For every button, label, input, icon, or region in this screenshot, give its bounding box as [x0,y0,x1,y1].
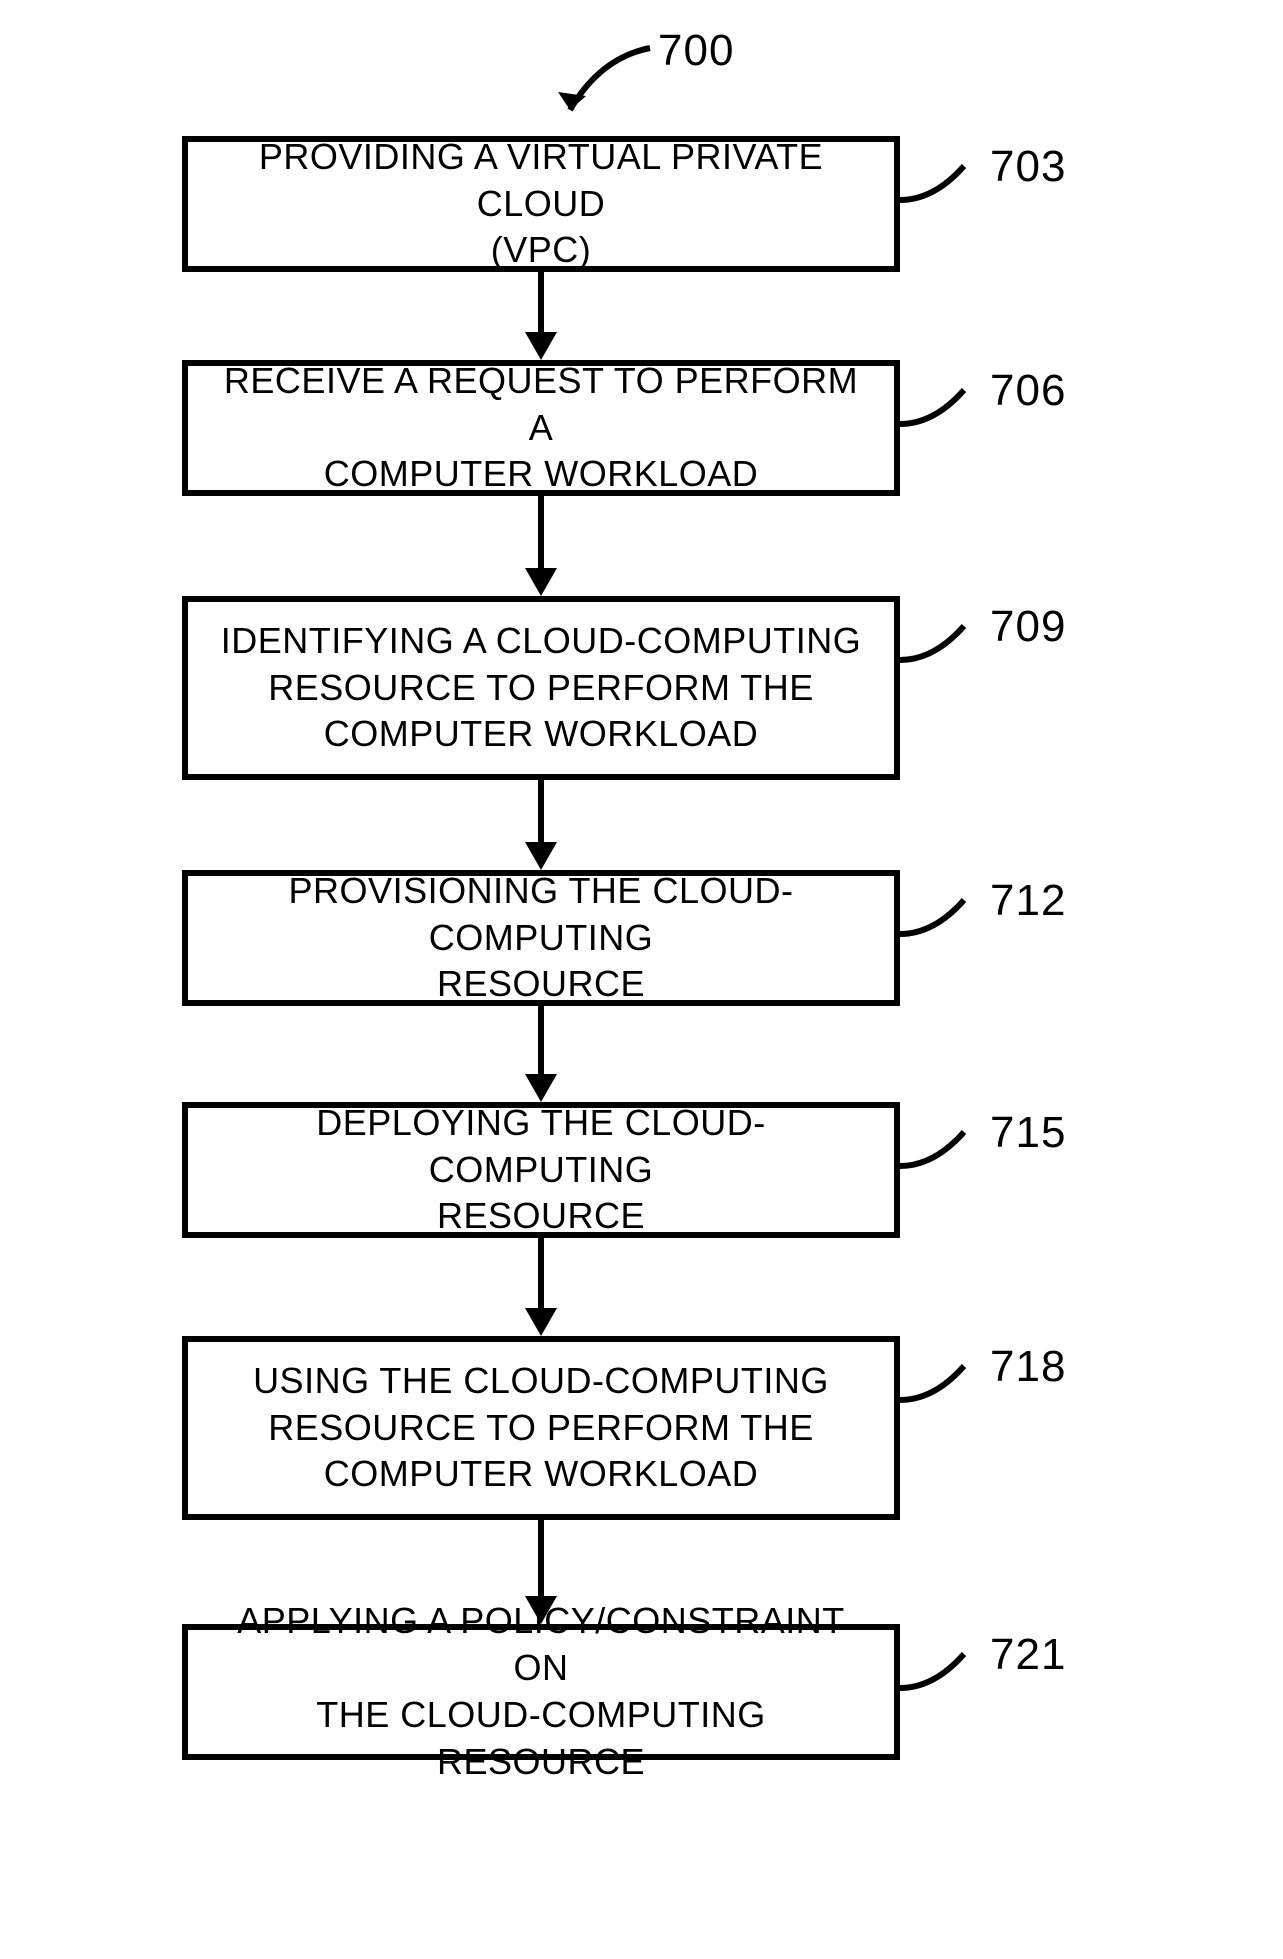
flow-step-label: 721 [990,1630,1066,1680]
flow-step-text: DEPLOYING THE CLOUD-COMPUTINGRESOURCE [212,1100,870,1240]
flow-step-label: 709 [990,602,1066,652]
flow-step-text: IDENTIFYING A CLOUD-COMPUTINGRESOURCE TO… [221,618,862,758]
flow-step-text: APPLYING A POLICY/CONSTRAINT ONTHE CLOUD… [212,1598,870,1785]
flow-arrow-head [525,1596,557,1624]
flow-step-715: DEPLOYING THE CLOUD-COMPUTINGRESOURCE [182,1102,900,1238]
flow-arrow-line [538,1520,544,1598]
label-connector-curve [894,1638,994,1718]
flow-arrow-head [525,332,557,360]
flow-step-label: 703 [990,142,1066,192]
label-connector-curve [894,1116,994,1196]
flow-arrow-line [538,780,544,844]
flow-step-703: PROVIDING A VIRTUAL PRIVATE CLOUD(VPC) [182,136,900,272]
flow-step-text: PROVIDING A VIRTUAL PRIVATE CLOUD(VPC) [212,134,870,274]
flow-arrow-line [538,272,544,334]
flow-step-label: 715 [990,1108,1066,1158]
label-connector-curve [894,884,994,964]
label-connector-curve [894,374,994,454]
label-connector-curve [894,1350,994,1430]
flow-step-709: IDENTIFYING A CLOUD-COMPUTINGRESOURCE TO… [182,596,900,780]
flow-step-text: USING THE CLOUD-COMPUTINGRESOURCE TO PER… [253,1358,829,1498]
flow-arrow-line [538,1006,544,1076]
label-connector-curve [894,610,994,690]
flow-arrow-line [538,496,544,570]
flow-step-label: 712 [990,876,1066,926]
label-connector-curve [894,150,994,230]
flow-step-text: RECEIVE A REQUEST TO PERFORM ACOMPUTER W… [212,358,870,498]
flow-arrow-head [525,1074,557,1102]
flow-step-712: PROVISIONING THE CLOUD-COMPUTINGRESOURCE [182,870,900,1006]
flow-arrow-head [525,568,557,596]
title-pointer-curve [540,30,680,140]
flowchart-canvas: 700PROVIDING A VIRTUAL PRIVATE CLOUD(VPC… [0,0,1283,1959]
flow-step-706: RECEIVE A REQUEST TO PERFORM ACOMPUTER W… [182,360,900,496]
flow-arrow-head [525,842,557,870]
flow-arrow-line [538,1238,544,1310]
flow-step-721: APPLYING A POLICY/CONSTRAINT ONTHE CLOUD… [182,1624,900,1760]
flow-step-718: USING THE CLOUD-COMPUTINGRESOURCE TO PER… [182,1336,900,1520]
flow-step-label: 718 [990,1342,1066,1392]
flow-step-label: 706 [990,366,1066,416]
flow-arrow-head [525,1308,557,1336]
flow-step-text: PROVISIONING THE CLOUD-COMPUTINGRESOURCE [212,868,870,1008]
